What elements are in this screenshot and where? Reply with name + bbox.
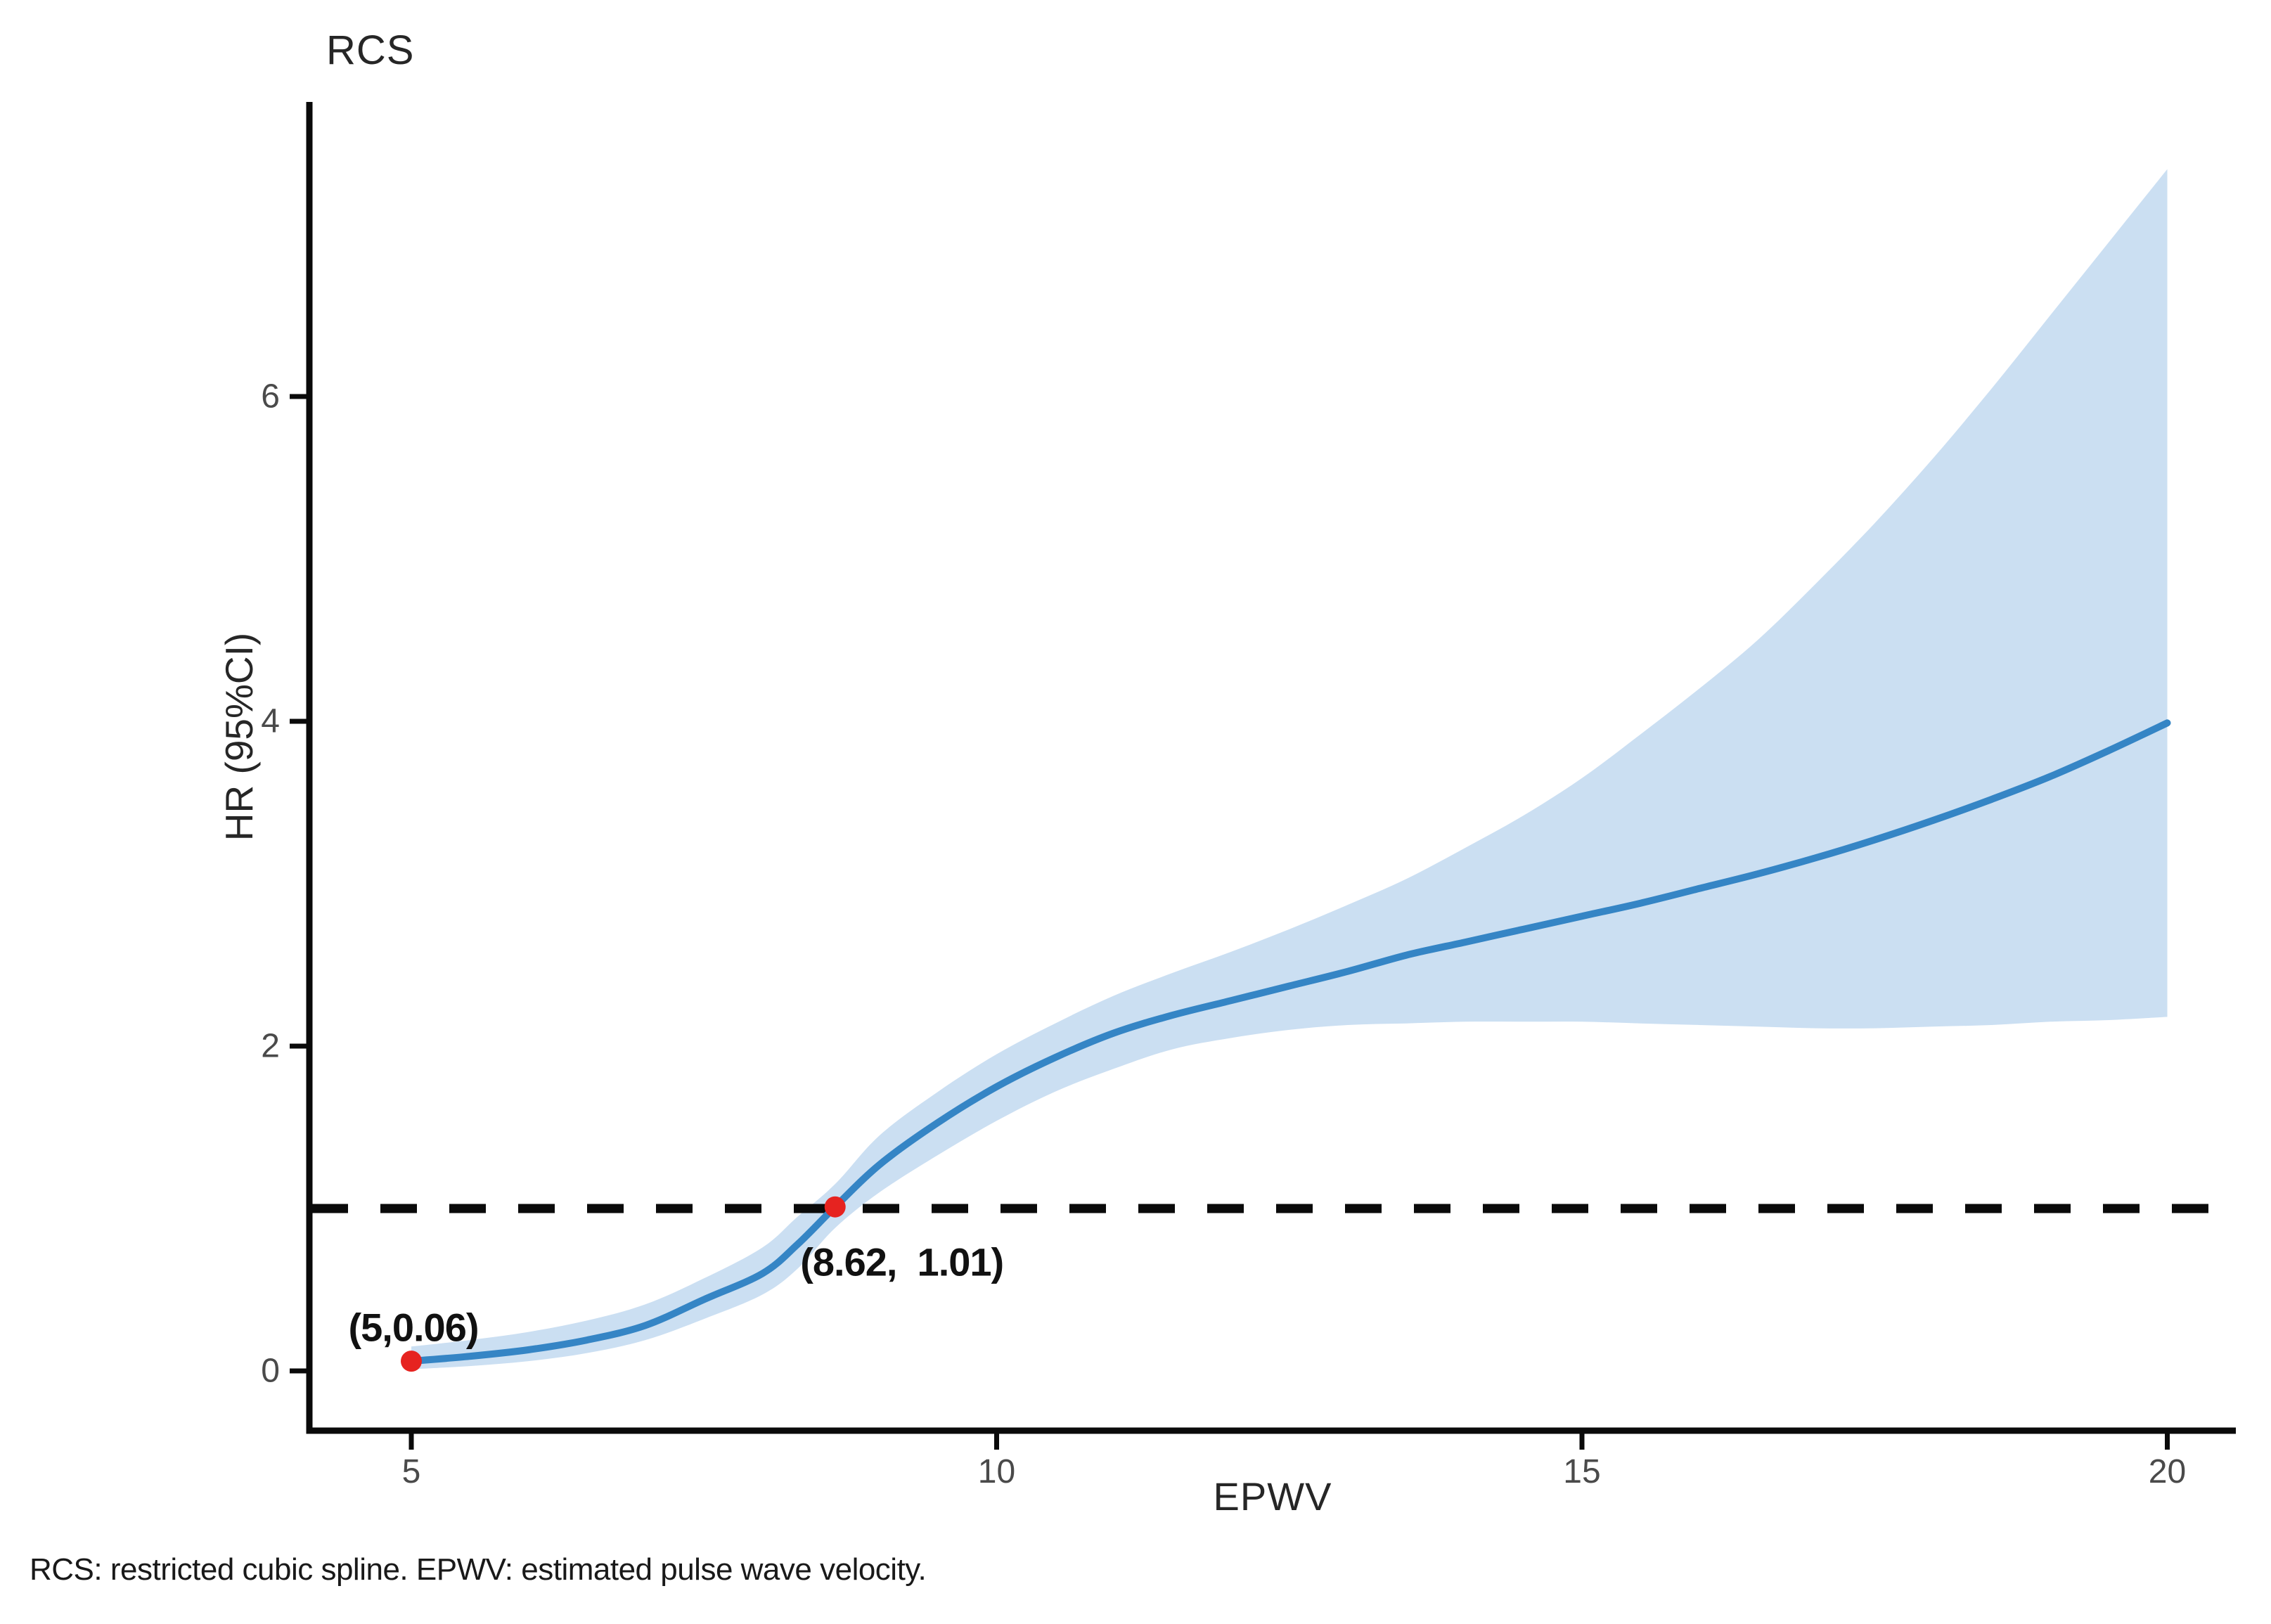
y-tick-label-0: 0 (261, 1352, 280, 1390)
y-tick-label-2: 2 (261, 1027, 280, 1065)
confidence-band (411, 169, 2168, 1370)
annotation-point-862-101: (8.62, 1.01) (800, 1239, 1004, 1284)
knot-point (401, 1351, 422, 1372)
knot-point-markers (401, 1196, 846, 1372)
x-axis-title: EPWV (1213, 1474, 1332, 1519)
axis-tick-marks (290, 394, 2170, 1450)
chart-title: RCS (326, 27, 415, 73)
footnote-abbreviations: RCS: restricted cubic spline. EPWV: esti… (30, 1552, 927, 1587)
axes-frame (306, 102, 2236, 1434)
y-tick-label-4: 4 (261, 702, 280, 740)
x-tick-label-5: 5 (401, 1453, 421, 1490)
x-tick-label-10: 10 (977, 1453, 1016, 1490)
y-tick-label-6: 6 (261, 378, 280, 415)
x-tick-label-20: 20 (2148, 1453, 2187, 1490)
knot-point (824, 1196, 846, 1218)
x-tick-label-15: 15 (1563, 1453, 1601, 1490)
spline-fit-line (408, 719, 2171, 1365)
annotation-point-5-006: (5,0.06) (348, 1305, 480, 1350)
